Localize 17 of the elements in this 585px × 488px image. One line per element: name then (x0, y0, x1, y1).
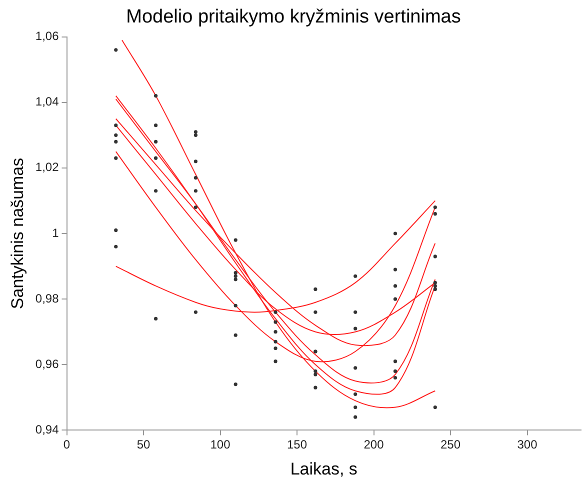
y-tick-label: 0,96 (35, 356, 60, 371)
x-tick-label: 0 (63, 438, 70, 452)
y-tick-label: 1,06 (35, 29, 60, 44)
y-tick-label: 1,04 (35, 94, 60, 109)
x-tick-label: 200 (364, 438, 384, 452)
x-tick-label: 100 (210, 438, 231, 452)
y-tick-label: 1,02 (35, 160, 60, 174)
x-tick-label: 300 (517, 438, 538, 452)
y-tick-label: 1 (52, 226, 60, 240)
x-tick-label: 150 (287, 438, 308, 452)
x-axis-title: Laikas, s (290, 459, 358, 478)
chart-title: Modelio pritaikymo kryžminis vertinimas (126, 6, 461, 28)
x-tick-label: 250 (440, 438, 461, 452)
y-tick-label: 0,94 (35, 422, 60, 437)
y-tick-label: 0,98 (35, 291, 60, 306)
y-axis-title: Santykinis našumas (8, 158, 27, 310)
x-tick-label: 50 (136, 438, 151, 452)
